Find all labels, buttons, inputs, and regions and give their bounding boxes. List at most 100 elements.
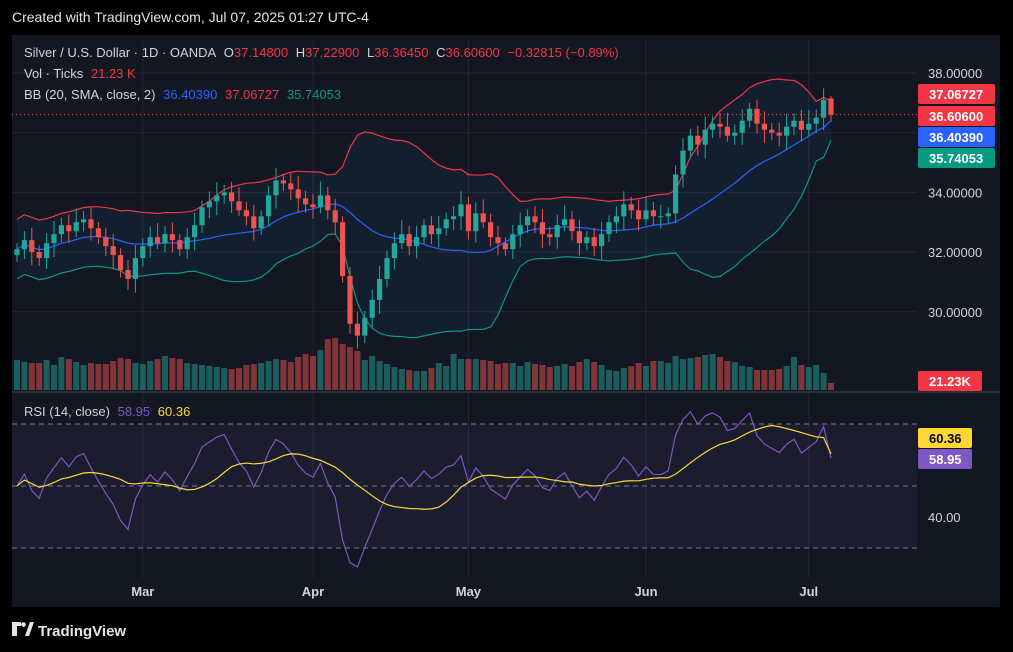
volume-bar: [191, 364, 198, 390]
candle-body: [488, 222, 494, 238]
candle-body: [806, 123, 812, 130]
bb-basis-badge-text: 36.40390: [929, 130, 983, 145]
candle-body: [325, 195, 331, 211]
rsi-label[interactable]: RSI (14, close): [24, 404, 110, 419]
bb-basis-value: 36.40390: [163, 87, 218, 102]
candle-body: [710, 123, 716, 130]
volume-bar: [14, 360, 20, 390]
volume-bar: [265, 361, 272, 390]
volume-bar: [672, 356, 679, 390]
bb-lower-value: 35.74053: [286, 87, 342, 102]
bb-upper-line: [16, 78, 832, 221]
volume-bar: [213, 367, 220, 390]
volume-bar: [724, 361, 731, 390]
bb-label[interactable]: BB (20, SMA, close, 2): [24, 87, 156, 102]
volume-bar: [421, 371, 427, 390]
candle-body: [576, 231, 582, 244]
volume-bar: [694, 357, 701, 390]
candle-body: [118, 255, 124, 271]
candle-body: [103, 237, 109, 247]
candle-body: [747, 108, 753, 121]
volume-bar: [598, 365, 605, 390]
volume-bar: [532, 364, 538, 390]
candle-body: [288, 183, 294, 190]
volume-bar: [517, 366, 524, 390]
volume-bar: [332, 338, 339, 390]
ohlc-legend: Silver / U.S. Dollar · 1D · OANDA O37.14…: [24, 45, 623, 60]
rsi-ma-line: [16, 424, 832, 510]
candle-body: [695, 135, 701, 145]
candle-body: [391, 243, 397, 259]
candle-body: [332, 210, 338, 223]
volume-bar: [21, 362, 28, 390]
volume-bar: [154, 359, 161, 390]
volume-bar: [162, 356, 168, 390]
candle-body: [377, 278, 383, 300]
volume-bar: [88, 363, 94, 390]
time-axis-label: Mar: [131, 584, 154, 599]
candle-body: [317, 195, 323, 208]
candle-body: [155, 237, 161, 244]
candle-body: [702, 129, 708, 145]
volume-bar: [117, 358, 124, 390]
candle-body: [724, 126, 730, 136]
candle-body: [591, 237, 597, 247]
rsi-value: 58.95: [117, 404, 151, 419]
volume-bar: [680, 359, 686, 390]
volume-bar: [280, 360, 287, 390]
bb-legend: BB (20, SMA, close, 2) 36.40390 37.06727…: [24, 87, 345, 102]
volume-bar: [554, 366, 561, 390]
volume-bar: [376, 361, 383, 390]
candle-body: [517, 225, 523, 235]
volume-bar: [798, 365, 805, 390]
volume-badge-text: 21.23K: [929, 374, 972, 389]
candle-body: [229, 192, 235, 202]
volume-bar: [487, 361, 494, 390]
candle-body: [169, 234, 175, 241]
volume-bar: [36, 363, 43, 390]
candle-body: [221, 192, 227, 196]
candle-body: [81, 219, 87, 223]
bb-band-fill: [17, 79, 831, 338]
candle-body: [258, 216, 264, 229]
price-axis-label: 38.00000: [928, 66, 982, 81]
open-label: O37.14800: [223, 45, 289, 60]
rsi-axis-label: 40.00: [928, 510, 961, 525]
candle-body: [125, 270, 131, 279]
candle-body: [406, 234, 412, 247]
chart-frame[interactable]: [12, 35, 1000, 607]
rsi-line: [16, 410, 832, 568]
symbol-label[interactable]: Silver / U.S. Dollar · 1D · OANDA: [24, 45, 217, 60]
volume-bar: [384, 364, 390, 390]
volume-bar: [502, 363, 509, 390]
volume-bar: [687, 358, 694, 390]
rsi-ma-value: 60.36: [157, 404, 191, 419]
volume-bar: [702, 355, 709, 390]
volume-bar: [717, 357, 723, 390]
volume-bar: [768, 370, 775, 390]
candle-body: [569, 219, 575, 232]
last-price-badge: [918, 106, 995, 126]
candle-body: [147, 237, 153, 247]
volume-bar: [561, 364, 568, 390]
candle-body: [428, 225, 434, 235]
candle-body: [658, 216, 664, 218]
volume-bar: [539, 365, 546, 390]
candle-body: [303, 198, 309, 205]
candle-body: [754, 108, 760, 124]
volume-bar: [613, 371, 620, 390]
volume-bar: [147, 361, 154, 390]
rsi-ma-badge-text: 60.36: [929, 431, 962, 446]
candle-body: [717, 123, 723, 127]
volume-label[interactable]: Vol · Ticks: [24, 66, 84, 81]
candle-body: [510, 234, 516, 250]
candle-body: [310, 204, 316, 208]
candle-body: [110, 246, 116, 256]
volume-bar: [480, 360, 487, 390]
volume-bar: [569, 366, 575, 390]
volume-bar: [369, 356, 376, 390]
tradingview-brand[interactable]: TradingView: [12, 622, 126, 640]
low-label: L36.36450: [367, 45, 429, 60]
candle-body: [354, 323, 360, 336]
